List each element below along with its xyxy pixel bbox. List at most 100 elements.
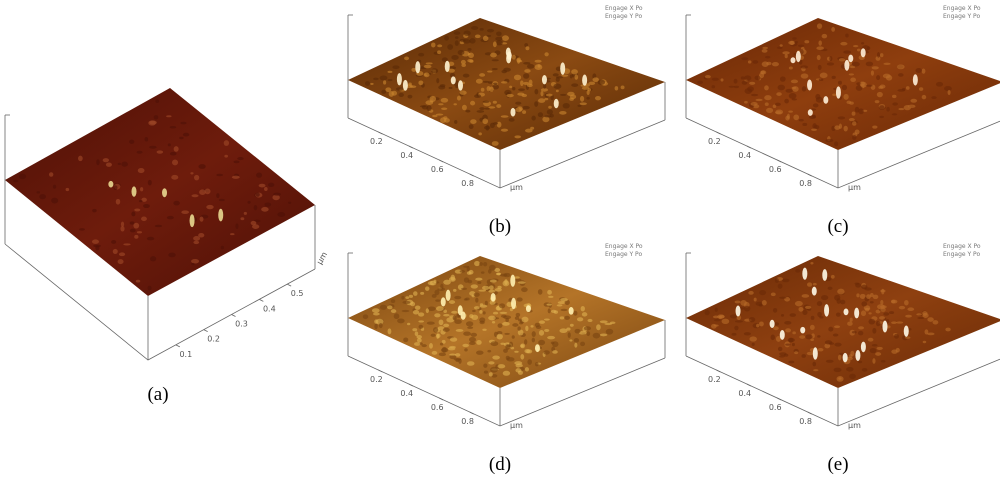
tick-label: 0.3 — [235, 320, 248, 329]
texture — [173, 146, 179, 152]
texture — [490, 52, 497, 58]
texture — [492, 84, 500, 90]
texture — [418, 324, 424, 329]
texture — [479, 107, 485, 111]
texture — [438, 103, 444, 106]
texture — [587, 88, 591, 92]
texture — [545, 93, 553, 97]
texture — [436, 306, 444, 312]
texture — [537, 98, 546, 103]
texture — [824, 340, 833, 345]
texture — [288, 201, 292, 204]
texture — [490, 122, 495, 129]
texture — [140, 187, 144, 192]
peak — [445, 289, 451, 302]
texture — [65, 187, 70, 192]
texture — [792, 331, 796, 335]
texture — [518, 88, 525, 91]
texture — [865, 61, 874, 67]
peak — [131, 186, 137, 197]
texture — [790, 79, 799, 84]
texture — [199, 189, 206, 195]
tick-mark — [203, 329, 208, 333]
texture — [461, 63, 466, 68]
peak — [511, 297, 517, 310]
texture — [759, 321, 764, 327]
texture — [237, 157, 244, 161]
texture — [535, 325, 542, 330]
texture — [468, 124, 474, 130]
texture — [526, 64, 535, 69]
texture — [362, 314, 369, 320]
texture — [614, 86, 619, 91]
texture — [819, 316, 824, 319]
texture — [418, 320, 425, 323]
texture — [451, 55, 459, 60]
texture — [477, 281, 482, 285]
texture — [876, 75, 881, 81]
texture — [581, 312, 588, 317]
texture — [224, 154, 228, 158]
texture — [801, 354, 806, 358]
unit-label: µm — [315, 250, 329, 266]
texture — [775, 335, 782, 342]
texture — [204, 188, 211, 195]
texture — [789, 313, 797, 317]
texture — [387, 70, 393, 74]
texture — [839, 352, 845, 355]
texture — [180, 121, 187, 125]
peak — [189, 214, 195, 228]
tick-label: 0.4 — [738, 151, 751, 160]
texture — [450, 274, 456, 281]
texture — [193, 240, 200, 245]
texture — [868, 318, 876, 325]
texture — [859, 293, 866, 299]
texture — [443, 323, 450, 328]
texture — [857, 360, 863, 364]
texture — [782, 278, 790, 283]
texture — [451, 310, 458, 314]
texture — [718, 315, 723, 320]
texture — [96, 159, 100, 166]
texture — [149, 145, 157, 149]
texture — [514, 350, 519, 353]
texture — [891, 94, 897, 99]
texture — [470, 100, 476, 106]
texture — [754, 75, 761, 81]
texture — [883, 312, 890, 316]
tick-label: 0.4 — [400, 151, 413, 160]
engage-header: Engage X Po — [943, 243, 981, 250]
texture — [567, 332, 571, 338]
tick-mark — [716, 369, 721, 373]
texture — [810, 315, 815, 320]
texture — [199, 216, 204, 222]
texture — [390, 299, 396, 304]
texture — [907, 104, 916, 109]
texture — [794, 351, 799, 355]
texture — [714, 307, 718, 312]
texture — [879, 105, 885, 111]
texture — [538, 329, 545, 336]
texture — [171, 174, 179, 180]
texture — [784, 54, 788, 59]
texture — [883, 62, 891, 66]
texture — [198, 232, 205, 238]
texture — [235, 223, 239, 229]
texture — [117, 259, 124, 265]
texture — [409, 85, 417, 88]
texture — [620, 85, 625, 90]
tick-label: 0.6 — [431, 403, 444, 412]
texture — [431, 68, 439, 74]
engage-header: Engage Y Po — [943, 13, 980, 20]
texture — [487, 28, 495, 33]
texture — [875, 320, 881, 327]
texture — [779, 44, 783, 47]
texture — [520, 354, 525, 360]
texture — [231, 175, 240, 179]
texture — [504, 279, 508, 285]
texture — [482, 80, 490, 83]
texture — [840, 299, 846, 305]
texture — [791, 98, 798, 101]
texture — [493, 82, 498, 85]
texture — [874, 100, 880, 104]
